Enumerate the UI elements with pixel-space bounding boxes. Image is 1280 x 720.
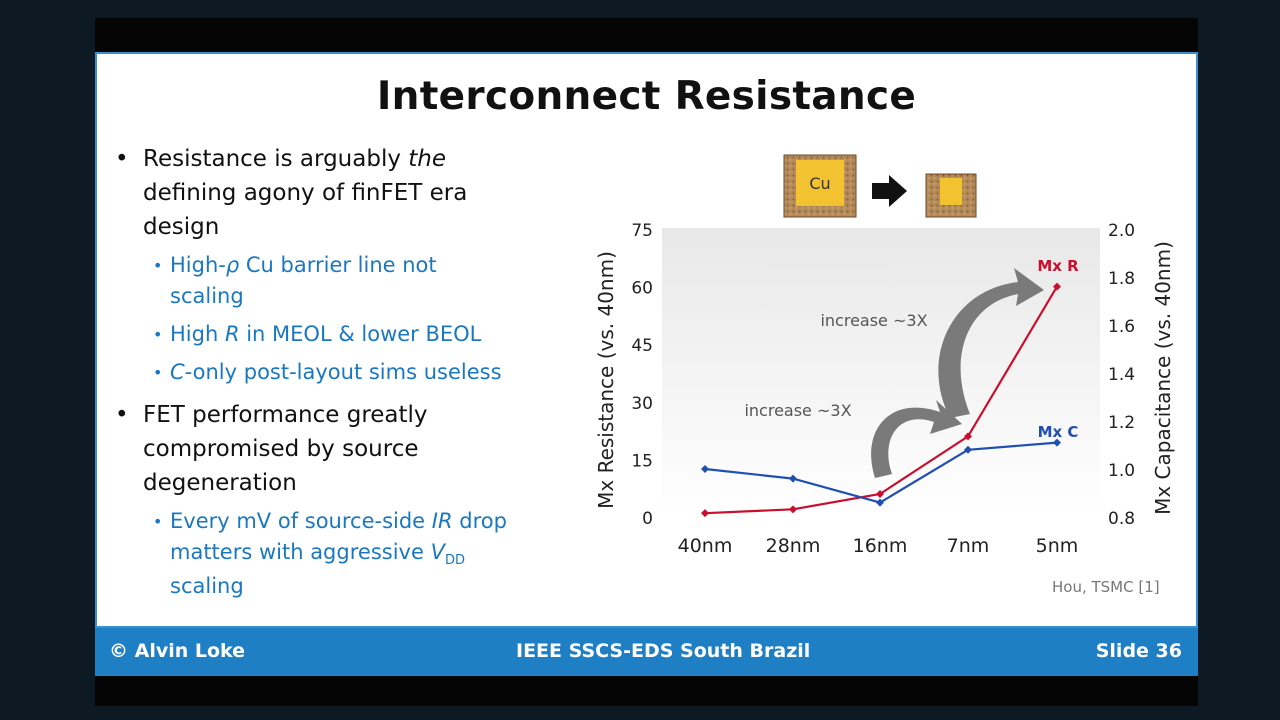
bullet-dot: • bbox=[153, 363, 163, 382]
data-point bbox=[1053, 282, 1061, 291]
bullet-resistance: • Resistance is arguably the defining ag… bbox=[113, 142, 583, 244]
sub-bullet-c-only: • C-only post-layout sims useless bbox=[113, 357, 583, 388]
left-axis-ticks: 0 15 30 45 60 75 bbox=[631, 221, 653, 529]
footer-event: IEEE SSCS-EDS South Brazil bbox=[516, 640, 811, 662]
cu-wire-large-icon: Cu bbox=[783, 154, 857, 218]
right-axis-ticks: 0.8 1.0 1.2 1.4 1.6 1.8 2.0 bbox=[1108, 221, 1135, 529]
right-tick-label: 1.6 bbox=[1108, 317, 1135, 337]
data-point bbox=[701, 465, 709, 473]
series-lines bbox=[701, 282, 1061, 518]
left-tick-label: 0 bbox=[642, 509, 653, 529]
x-tick-label: 5nm bbox=[1036, 535, 1079, 557]
x-tick-label: 28nm bbox=[766, 535, 821, 557]
left-tick-label: 30 bbox=[631, 394, 653, 414]
right-arrow-icon bbox=[872, 175, 907, 207]
series-label-mx-r: Mx R bbox=[1037, 257, 1079, 275]
x-tick-label: 7nm bbox=[947, 535, 990, 557]
slide-title: Interconnect Resistance bbox=[376, 74, 917, 119]
source-credit: Hou, TSMC [1] bbox=[1052, 578, 1160, 596]
sub-bullet-barrier: • High-ρ Cu barrier line not scaling bbox=[113, 250, 583, 312]
annotation-increase-lower: increase ~3X bbox=[744, 401, 851, 420]
bullet-dot: • bbox=[115, 146, 129, 172]
right-tick-label: 1.2 bbox=[1108, 413, 1135, 433]
left-axis-label: Mx Resistance (vs. 40nm) bbox=[594, 251, 618, 509]
footer-author: © Alvin Loke bbox=[109, 640, 246, 662]
bullet-dot: • bbox=[153, 256, 163, 275]
sub-bullet-meol: • High R in MEOL & lower BEOL bbox=[113, 319, 583, 350]
data-point bbox=[789, 505, 797, 514]
data-point bbox=[876, 498, 884, 507]
data-point bbox=[964, 432, 972, 441]
x-tick-label: 40nm bbox=[678, 535, 733, 557]
data-point bbox=[964, 445, 972, 454]
right-axis-label: Mx Capacitance (vs. 40nm) bbox=[1151, 241, 1175, 515]
cu-wire-small-icon bbox=[925, 173, 977, 218]
bullet-dot: • bbox=[153, 512, 163, 531]
x-tick-label: 16nm bbox=[853, 535, 908, 557]
cu-label: Cu bbox=[809, 174, 830, 193]
annotation-increase-upper: increase ~3X bbox=[820, 311, 927, 330]
bullet-dot: • bbox=[115, 402, 129, 428]
left-tick-label: 60 bbox=[631, 279, 653, 299]
data-point bbox=[701, 509, 709, 518]
left-tick-label: 45 bbox=[631, 336, 653, 356]
right-tick-label: 2.0 bbox=[1108, 221, 1135, 241]
curved-arrow-icon bbox=[871, 400, 962, 478]
x-axis-ticks: 40nm 28nm 16nm 7nm 5nm bbox=[678, 535, 1079, 557]
bullet-list: • Resistance is arguably the defining ag… bbox=[113, 142, 583, 609]
bullet-dot: • bbox=[153, 325, 163, 344]
sub-bullet-ir-drop: • Every mV of source-side IR drop matter… bbox=[113, 506, 583, 602]
right-tick-label: 1.4 bbox=[1108, 365, 1135, 385]
data-point bbox=[876, 489, 884, 498]
bullet-fet-performance: • FET performance greatly compromised by… bbox=[113, 398, 583, 500]
bottom-letterbox bbox=[95, 676, 1198, 706]
right-tick-label: 1.8 bbox=[1108, 269, 1135, 289]
left-tick-label: 15 bbox=[631, 451, 653, 471]
curved-arrow-icon bbox=[938, 268, 1044, 418]
top-letterbox bbox=[95, 18, 1198, 52]
footer-bar: © Alvin Loke IEEE SSCS-EDS South Brazil … bbox=[95, 628, 1198, 676]
data-point bbox=[1053, 438, 1061, 447]
left-tick-label: 75 bbox=[631, 221, 653, 241]
data-point bbox=[789, 474, 797, 483]
series-label-mx-c: Mx C bbox=[1038, 423, 1079, 441]
right-tick-label: 1.0 bbox=[1108, 461, 1135, 481]
right-tick-label: 0.8 bbox=[1108, 509, 1135, 529]
footer-slide-number: Slide 36 bbox=[1095, 640, 1182, 662]
